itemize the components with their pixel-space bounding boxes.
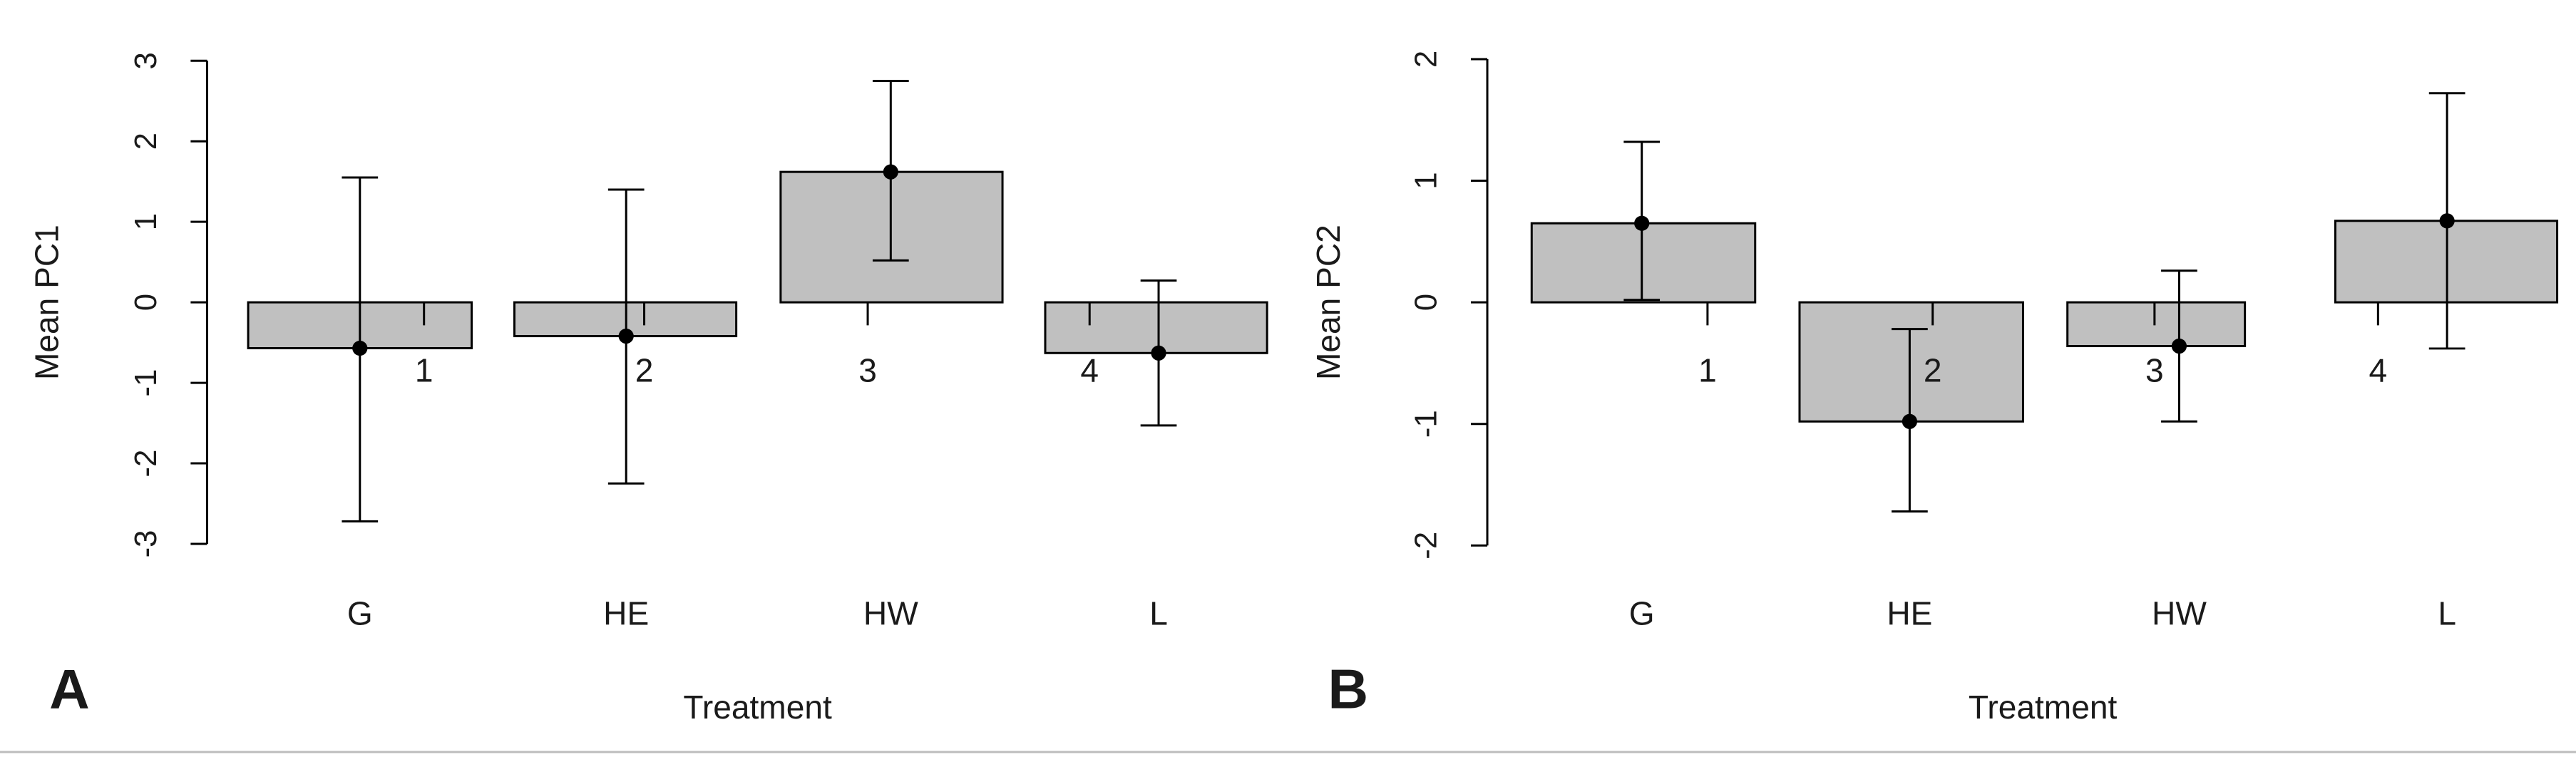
x-category-label: G: [1629, 595, 1655, 632]
y-tick-label: -1: [128, 369, 163, 397]
bar-number-label: 1: [415, 351, 433, 388]
mean-point: [883, 164, 898, 180]
x-category-label: HE: [1887, 595, 1932, 632]
panel-label: A: [49, 657, 90, 720]
panel-label: B: [1328, 657, 1368, 720]
y-tick-label: 2: [128, 133, 163, 150]
y-tick-label: 0: [1409, 294, 1444, 311]
y-tick-label: -2: [128, 450, 163, 478]
mean-point: [1151, 345, 1166, 361]
y-axis-title: Mean PC2: [1310, 225, 1347, 380]
x-category-label: G: [347, 595, 373, 632]
mean-point: [352, 340, 368, 356]
bar-number-label: 4: [1080, 351, 1099, 388]
mean-point: [1634, 215, 1650, 231]
mean-point: [2171, 338, 2187, 354]
bar: [1530, 222, 1757, 304]
bar-number-label: 2: [1924, 351, 1942, 388]
bar-number-label: 3: [858, 351, 877, 388]
bar-number-label: 3: [2145, 351, 2164, 388]
y-tick-label: 1: [1409, 172, 1444, 189]
y-tick-label: 1: [128, 213, 163, 230]
bar: [1044, 301, 1268, 354]
y-tick-label: 3: [128, 52, 163, 69]
bar-number-label: 1: [1698, 351, 1717, 388]
y-tick-label: 0: [128, 294, 163, 311]
mean-point: [618, 328, 634, 344]
mean-point: [1902, 413, 1918, 429]
chart-panel-b: 2 1 0 -1 -2 Mean PC2 1 G 2 HE 3 HW 4 L Treatment B: [1310, 51, 2559, 726]
bar-number-label: 4: [2369, 351, 2388, 388]
x-axis-title: Treatment: [1969, 689, 2118, 726]
bar: [2066, 301, 2247, 348]
y-tick-label: -1: [1409, 410, 1444, 438]
x-axis-title: Treatment: [683, 689, 832, 726]
bar: [1798, 301, 2024, 423]
mean-point: [2439, 213, 2455, 229]
x-category-label: L: [2438, 595, 2456, 632]
x-category-label: L: [1149, 595, 1168, 632]
bar-number-label: 2: [635, 351, 654, 388]
x-category-label: HE: [603, 595, 649, 632]
x-category-label: HW: [2152, 595, 2207, 632]
y-tick-label: -2: [1409, 532, 1444, 560]
chart-panel-a: 3 2 1 0 -1 -2 -3 Mean PC1 1 G 2 HE 3 HW 4 L Treatment A: [28, 52, 1268, 726]
y-axis-title: Mean PC1: [28, 225, 65, 380]
y-tick-label: 2: [1409, 51, 1444, 68]
y-tick-label: -3: [128, 530, 163, 557]
x-category-label: HW: [863, 595, 918, 632]
